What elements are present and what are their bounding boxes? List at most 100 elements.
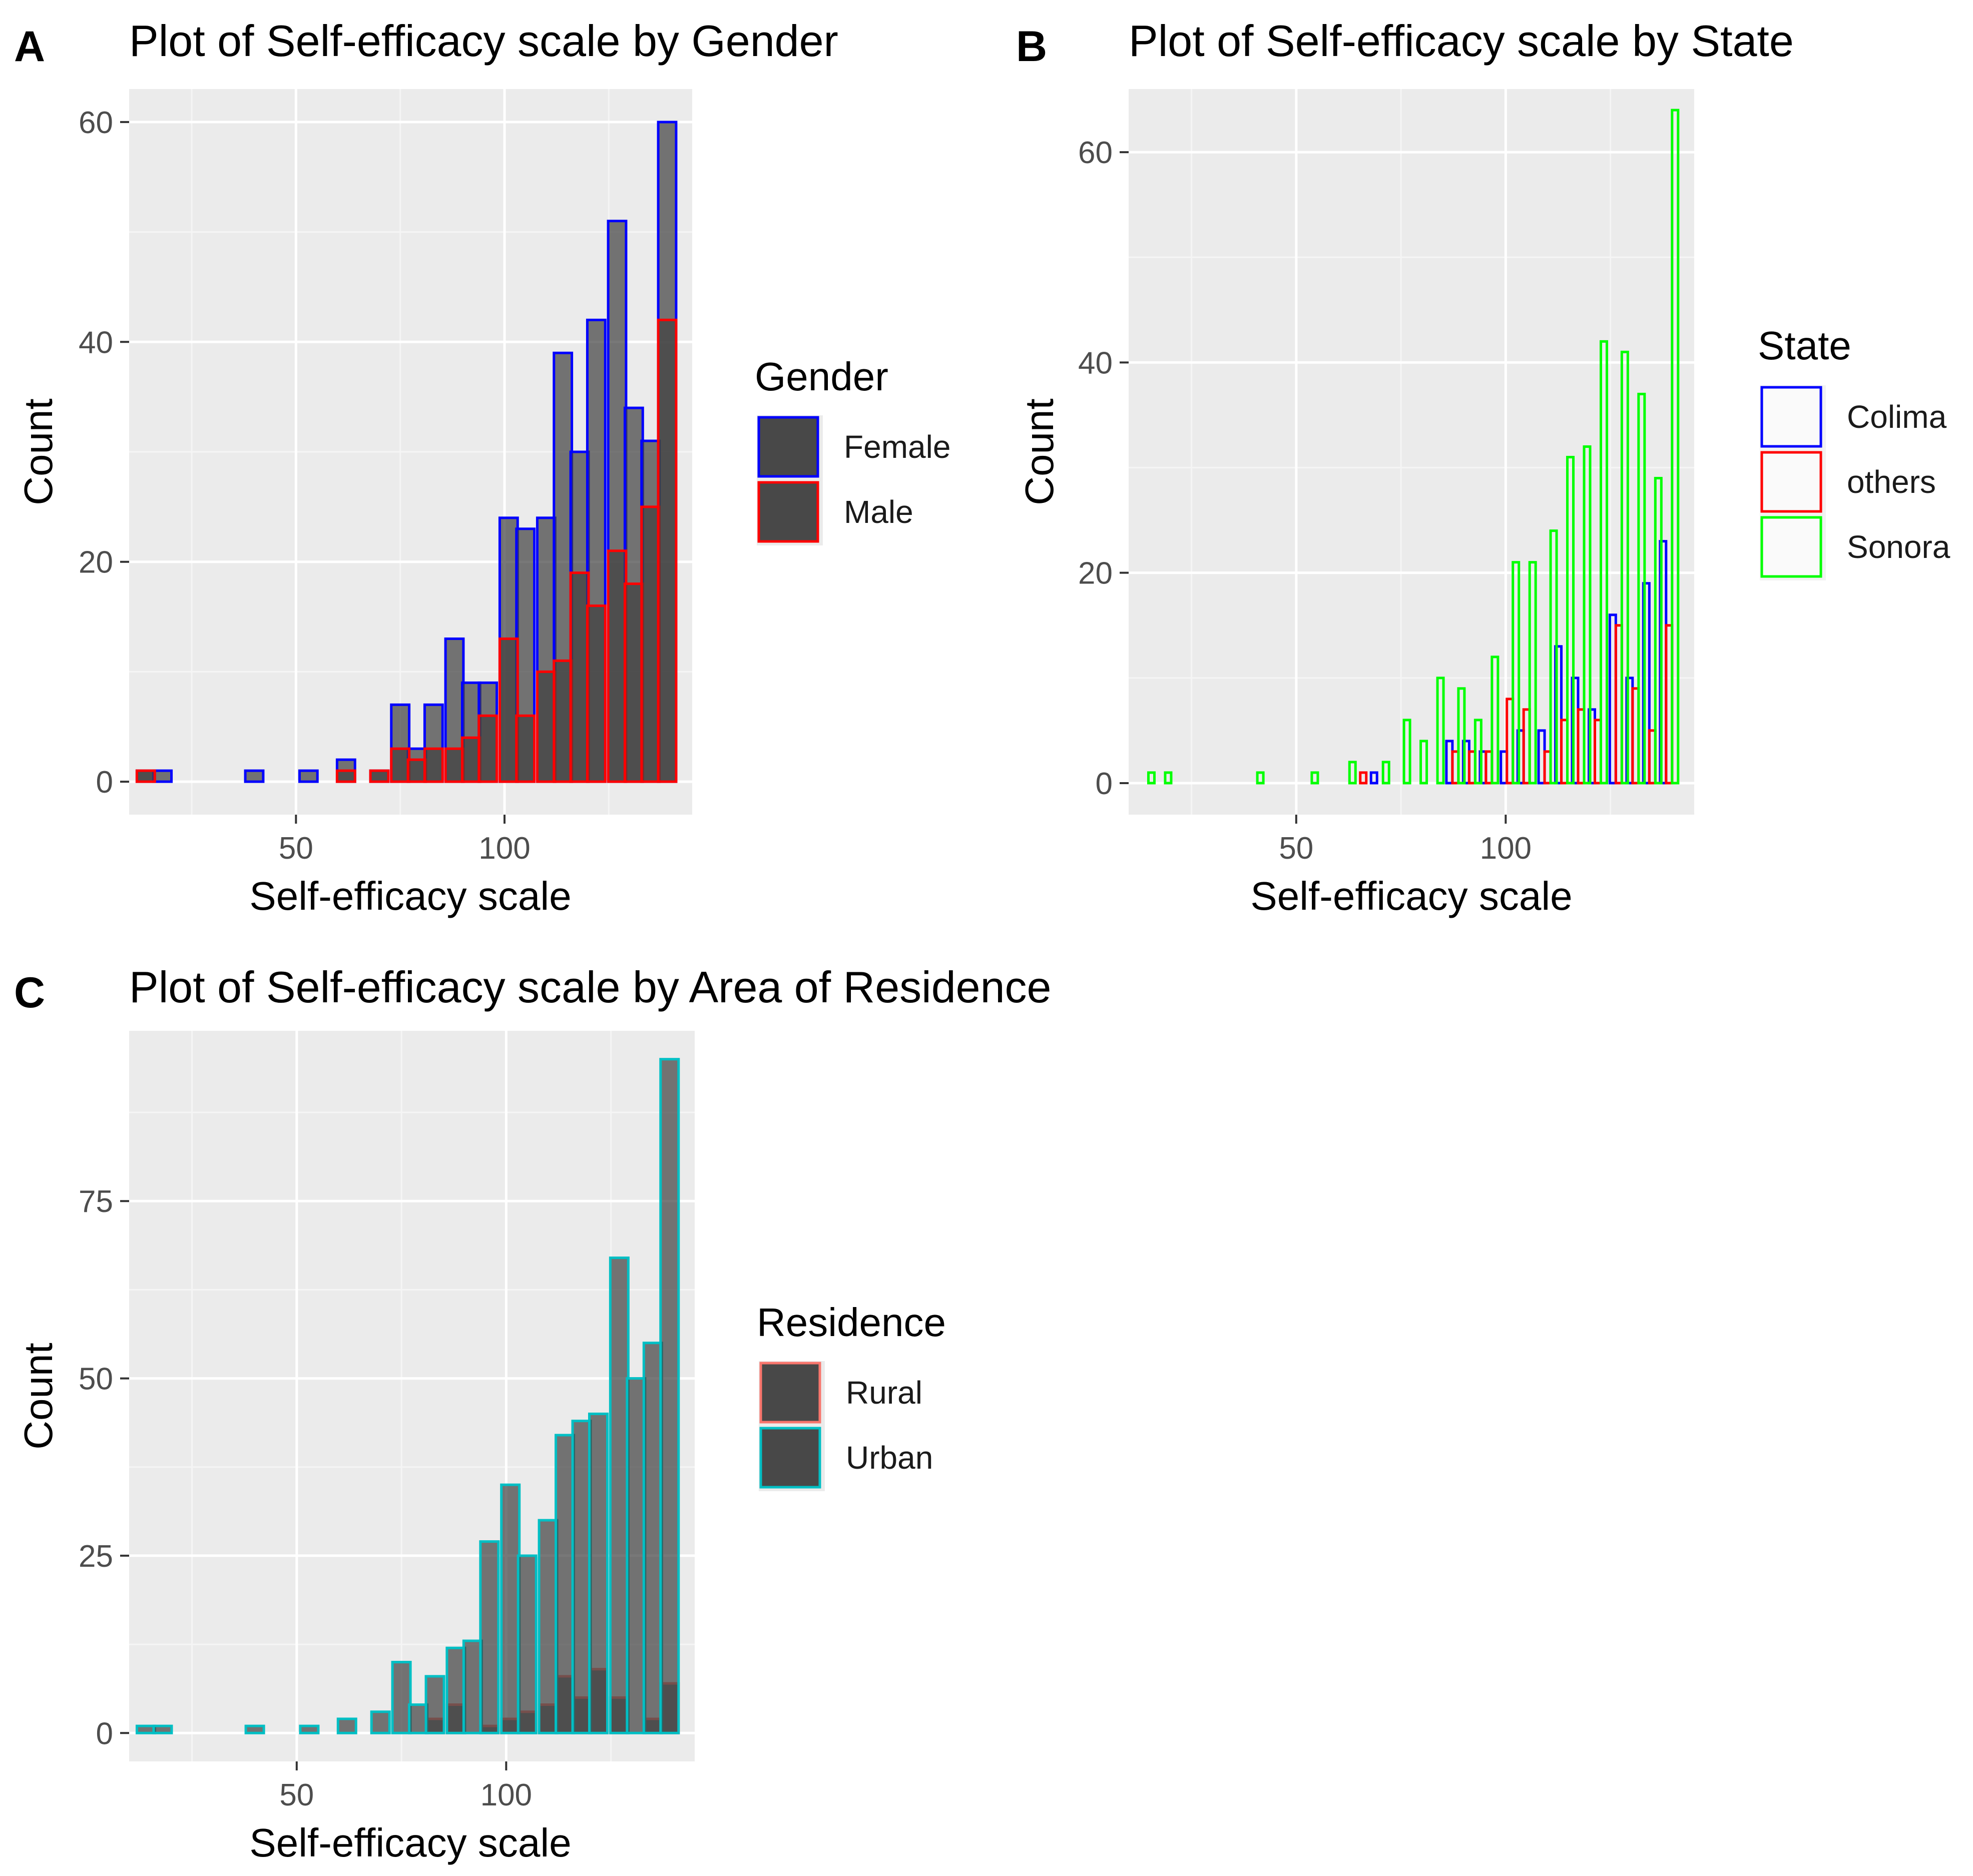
bar-sonora (1528, 561, 1537, 785)
series-sonora (1147, 109, 1680, 785)
legend-swatch (759, 1362, 821, 1424)
legend-label: Rural (846, 1375, 922, 1411)
bar-urban (135, 1724, 156, 1734)
panel-a-title: Plot of Self-efficacy scale by Gender (129, 16, 838, 66)
legend-item-urban: Urban (759, 1426, 933, 1491)
panel-a-x-label: Self-efficacy scale (249, 874, 571, 918)
panel-b-letter: B (1016, 23, 1047, 71)
bar-sonora (1164, 771, 1173, 785)
series-urban (135, 1058, 680, 1734)
bar-male (640, 505, 661, 783)
y-tick-label: 40 (1078, 346, 1113, 380)
panel-a-ticks: 50 100 0 20 40 60 (79, 106, 531, 866)
bar-urban (642, 1342, 663, 1734)
bar-sonora (1637, 392, 1646, 785)
bar-sonora (1491, 656, 1500, 785)
y-tick-label: 75 (79, 1184, 113, 1219)
y-tick-label: 50 (79, 1362, 113, 1397)
panel-b-bars (1147, 109, 1680, 785)
legend-label: Female (844, 429, 950, 465)
bar-sonora (1549, 529, 1558, 785)
bar-sonora (1381, 761, 1390, 785)
bar-male (406, 758, 427, 783)
panel-b-y-label: Count (1017, 398, 1062, 505)
bar-urban (571, 1420, 592, 1734)
bar-male (569, 571, 590, 783)
bar-colima (1369, 771, 1378, 785)
panel-a-legend: Gender Female Male (755, 354, 950, 545)
legend-swatch (1760, 386, 1822, 448)
bar-male (369, 769, 390, 783)
bar-sonora (1599, 340, 1608, 785)
panel-c-letter: C (14, 969, 45, 1017)
panel-b-state: B Plot of Self-efficacy scale by State 5… (1016, 16, 1950, 918)
bar-sonora (1473, 719, 1483, 785)
bar-sonora (1310, 771, 1319, 785)
legend-item-male: Male (757, 480, 913, 545)
panel-c-legend-title: Residence (757, 1300, 946, 1345)
y-tick-label: 20 (1078, 556, 1113, 591)
bar-sonora (1620, 350, 1629, 785)
panel-b-ticks: 50 100 0 20 40 60 (1078, 136, 1532, 866)
legend-item-female: Female (757, 415, 950, 480)
bar-urban (299, 1724, 320, 1734)
bar-urban (152, 1724, 173, 1734)
bar-sonora (1256, 771, 1265, 785)
bar-female (244, 769, 265, 783)
bar-urban (445, 1646, 466, 1734)
legend-item-rural: Rural (759, 1361, 922, 1426)
x-tick-label: 100 (478, 831, 530, 866)
legend-swatch (759, 1427, 821, 1489)
series-colima (1369, 540, 1668, 785)
bar-male (607, 549, 628, 783)
bar-male (460, 736, 481, 783)
bar-urban (336, 1717, 357, 1734)
legend-label: Colima (1847, 399, 1947, 435)
bar-sonora (1419, 740, 1428, 785)
bar-female (152, 769, 173, 783)
bar-urban (555, 1434, 576, 1734)
y-tick-label: 0 (96, 1716, 113, 1751)
panel-a-bars (135, 121, 678, 783)
y-tick-label: 60 (79, 106, 113, 140)
panel-b-x-label: Self-efficacy scale (1250, 874, 1572, 918)
panel-c-ticks: 50 100 0 25 50 75 (79, 1184, 532, 1812)
panel-c-bars (135, 1058, 680, 1734)
bar-urban (391, 1661, 412, 1734)
panel-a-letter: A (14, 23, 45, 71)
legend-label: Sonora (1847, 529, 1950, 565)
bar-female (298, 769, 319, 783)
bar-male (657, 318, 678, 783)
bar-male (390, 747, 411, 783)
panel-b-title: Plot of Self-efficacy scale by State (1129, 16, 1794, 66)
bar-others (1359, 771, 1368, 785)
bar-urban (626, 1377, 647, 1734)
bar-sonora (1147, 771, 1156, 785)
legend-swatch (1760, 516, 1822, 578)
bar-urban (424, 1675, 445, 1734)
panel-c-residence: C Plot of Self-efficacy scale by Area of… (14, 962, 1051, 1865)
panel-a-y-label: Count (16, 398, 61, 505)
x-tick-label: 50 (279, 1778, 314, 1812)
series-male (135, 318, 678, 783)
bar-urban (462, 1639, 483, 1734)
bar-sonora (1512, 561, 1521, 785)
bar-urban (609, 1257, 630, 1734)
legend-label: Urban (846, 1440, 933, 1476)
panel-a-legend-title: Gender (755, 354, 888, 399)
bar-urban (659, 1058, 680, 1734)
panel-a-gender: A Plot of Self-efficacy scale by Gender … (14, 16, 950, 918)
x-tick-label: 50 (279, 831, 313, 866)
x-tick-label: 100 (480, 1778, 532, 1812)
bar-urban (479, 1540, 500, 1734)
y-tick-label: 40 (79, 325, 113, 360)
bar-male (623, 582, 644, 783)
bar-urban (588, 1412, 609, 1734)
legend-item-others: others (1760, 450, 1936, 515)
panel-c-title: Plot of Self-efficacy scale by Area of R… (129, 962, 1051, 1012)
bar-urban (244, 1724, 265, 1734)
legend-label: others (1847, 464, 1936, 500)
y-tick-label: 0 (96, 765, 113, 800)
bar-urban (500, 1483, 521, 1734)
